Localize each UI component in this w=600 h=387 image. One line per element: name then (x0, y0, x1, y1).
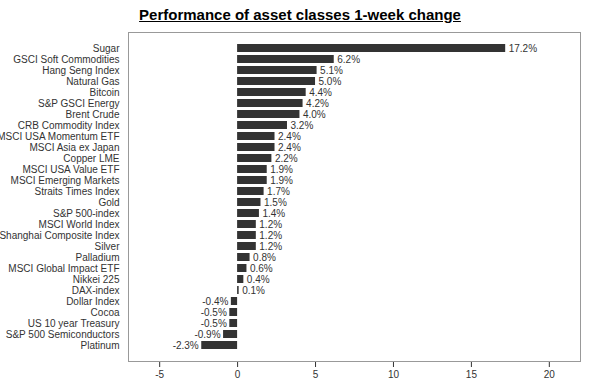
svg-text:Shanghai Composite Index: Shanghai Composite Index (0, 230, 120, 241)
svg-text:2.4%: 2.4% (278, 131, 301, 142)
svg-text:DAX-index: DAX-index (72, 285, 120, 296)
svg-text:Natural Gas: Natural Gas (66, 76, 119, 87)
svg-text:MSCI Asia ex Japan: MSCI Asia ex Japan (29, 142, 119, 153)
svg-text:CRB Commodity Index: CRB Commodity Index (18, 120, 120, 131)
svg-text:-0.9%: -0.9% (194, 329, 220, 340)
svg-text:Brent Crude: Brent Crude (66, 109, 120, 120)
svg-text:1.9%: 1.9% (270, 175, 293, 186)
svg-text:-0.5%: -0.5% (201, 307, 227, 318)
svg-text:Platinum: Platinum (81, 340, 120, 351)
svg-text:17.2%: 17.2% (509, 43, 537, 54)
svg-text:Nikkei 225: Nikkei 225 (73, 274, 120, 285)
svg-text:MSCI World Index: MSCI World Index (39, 219, 120, 230)
svg-text:2.2%: 2.2% (275, 153, 298, 164)
svg-text:MSCI Emerging Markets: MSCI Emerging Markets (11, 175, 120, 186)
svg-text:-0.5%: -0.5% (201, 318, 227, 329)
svg-text:Palladium: Palladium (76, 252, 120, 263)
svg-text:Silver: Silver (94, 241, 120, 252)
svg-text:Dollar Index: Dollar Index (66, 296, 119, 307)
svg-text:Copper LME: Copper LME (63, 153, 119, 164)
svg-text:Sugar: Sugar (93, 43, 120, 54)
svg-text:10: 10 (388, 369, 400, 380)
svg-text:0: 0 (235, 369, 241, 380)
svg-text:0.6%: 0.6% (250, 263, 273, 274)
svg-text:3.2%: 3.2% (290, 120, 313, 131)
svg-text:-5: -5 (155, 369, 164, 380)
svg-text:6.2%: 6.2% (337, 54, 360, 65)
svg-text:1.4%: 1.4% (262, 208, 285, 219)
svg-text:1.9%: 1.9% (270, 164, 293, 175)
svg-text:15: 15 (466, 369, 478, 380)
svg-text:-0.4%: -0.4% (202, 296, 228, 307)
svg-text:5: 5 (313, 369, 319, 380)
svg-text:-2.3%: -2.3% (173, 340, 199, 351)
svg-text:1.5%: 1.5% (264, 197, 287, 208)
svg-text:1.2%: 1.2% (259, 219, 282, 230)
svg-text:20: 20 (544, 369, 556, 380)
svg-text:4.2%: 4.2% (306, 98, 329, 109)
svg-text:MSCI USA Value ETF: MSCI USA Value ETF (22, 164, 119, 175)
svg-text:S&P GSCI Energy: S&P GSCI Energy (38, 98, 120, 109)
svg-text:0.8%: 0.8% (253, 252, 276, 263)
svg-text:MSCI USA Momentum ETF: MSCI USA Momentum ETF (0, 131, 120, 142)
svg-text:S&P 500 Semiconductors: S&P 500 Semiconductors (6, 329, 120, 340)
svg-text:1.7%: 1.7% (267, 186, 290, 197)
svg-text:5.1%: 5.1% (320, 65, 343, 76)
svg-text:Gold: Gold (98, 197, 119, 208)
svg-text:Cocoa: Cocoa (91, 307, 120, 318)
svg-text:0.4%: 0.4% (247, 274, 270, 285)
html-text:Performance of asset classes 1: Performance of asset classes 1-week chan… (139, 6, 461, 23)
svg-text:GSCI Soft Commodities: GSCI Soft Commodities (13, 54, 119, 65)
svg-text:1.2%: 1.2% (259, 241, 282, 252)
svg-text:Bitcoin: Bitcoin (89, 87, 119, 98)
svg-text:5.0%: 5.0% (319, 76, 342, 87)
svg-text:1.2%: 1.2% (259, 230, 282, 241)
svg-text:US 10 year Treasury: US 10 year Treasury (28, 318, 120, 329)
svg-text:Hang Seng Index: Hang Seng Index (42, 65, 119, 76)
svg-text:0.1%: 0.1% (242, 285, 265, 296)
svg-text:4.0%: 4.0% (303, 109, 326, 120)
svg-text:2.4%: 2.4% (278, 142, 301, 153)
svg-text:MSCI Global Impact ETF: MSCI Global Impact ETF (8, 263, 119, 274)
svg-text:Straits Times Index: Straits Times Index (34, 186, 119, 197)
svg-text:S&P 500-index: S&P 500-index (53, 208, 120, 219)
svg-text:4.4%: 4.4% (309, 87, 332, 98)
